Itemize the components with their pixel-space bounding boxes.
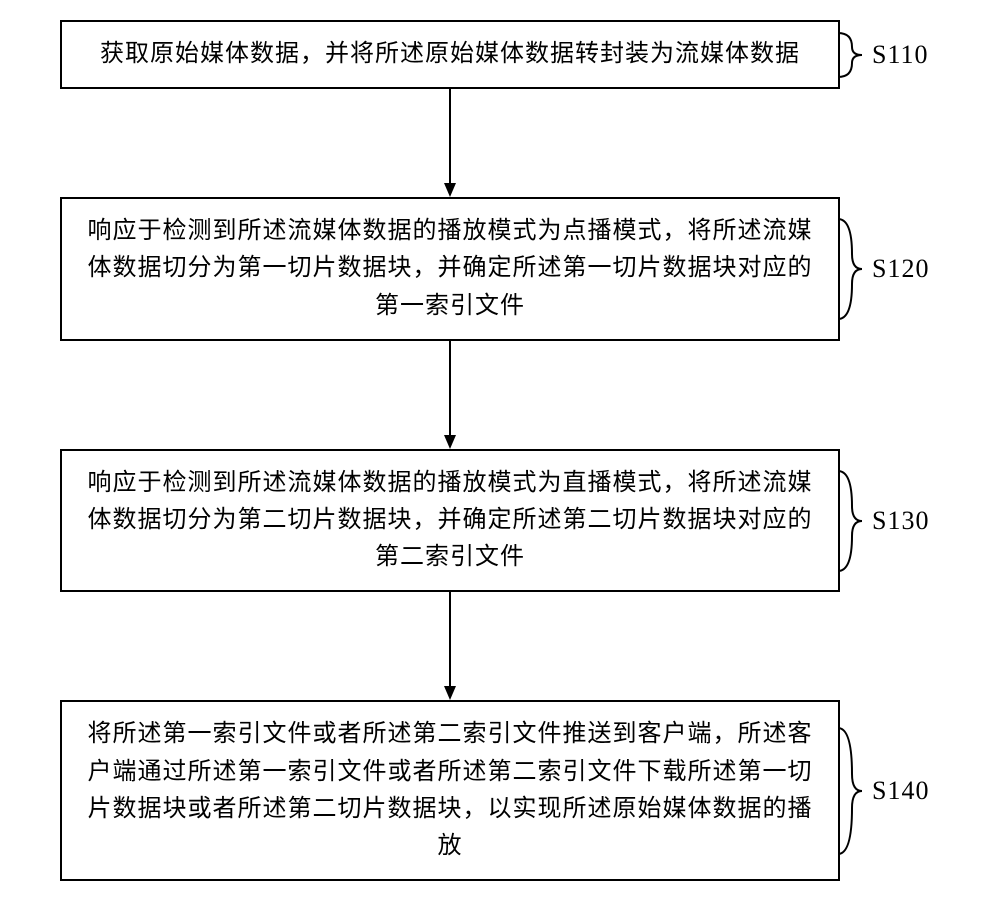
step-label: S140 xyxy=(872,776,929,806)
brace-icon xyxy=(838,716,872,866)
flow-box: 响应于检测到所述流媒体数据的播放模式为点播模式，将所述流媒体数据切分为第一切片数… xyxy=(60,197,840,341)
step-label-wrap: S140 xyxy=(838,716,929,866)
brace-icon xyxy=(838,209,872,329)
flow-connector xyxy=(60,592,940,700)
flow-step-s140: 将所述第一索引文件或者所述第二索引文件推送到客户端，所述客户端通过所述第一索引文… xyxy=(60,700,940,881)
flow-box: 获取原始媒体数据，并将所述原始媒体数据转封装为流媒体数据 xyxy=(60,20,840,89)
step-label-wrap: S130 xyxy=(838,461,929,581)
flow-box: 将所述第一索引文件或者所述第二索引文件推送到客户端，所述客户端通过所述第一索引文… xyxy=(60,700,840,881)
brace-icon xyxy=(838,25,872,85)
flow-box-text: 响应于检测到所述流媒体数据的播放模式为点播模式，将所述流媒体数据切分为第一切片数… xyxy=(86,213,814,325)
step-label: S130 xyxy=(872,506,929,536)
flow-box-text: 获取原始媒体数据，并将所述原始媒体数据转封装为流媒体数据 xyxy=(100,36,800,73)
step-label-wrap: S120 xyxy=(838,209,929,329)
flow-box: 响应于检测到所述流媒体数据的播放模式为直播模式，将所述流媒体数据切分为第二切片数… xyxy=(60,449,840,593)
flowchart-container: 获取原始媒体数据，并将所述原始媒体数据转封装为流媒体数据 S110 响应于检测到… xyxy=(60,20,940,881)
brace-icon xyxy=(838,461,872,581)
flow-step-s130: 响应于检测到所述流媒体数据的播放模式为直播模式，将所述流媒体数据切分为第二切片数… xyxy=(60,449,940,593)
flow-step-s110: 获取原始媒体数据，并将所述原始媒体数据转封装为流媒体数据 S110 xyxy=(60,20,940,89)
flow-box-text: 响应于检测到所述流媒体数据的播放模式为直播模式，将所述流媒体数据切分为第二切片数… xyxy=(86,465,814,577)
flow-connector xyxy=(60,89,940,197)
step-label-wrap: S110 xyxy=(838,25,929,85)
flow-connector xyxy=(60,341,940,449)
flow-step-s120: 响应于检测到所述流媒体数据的播放模式为点播模式，将所述流媒体数据切分为第一切片数… xyxy=(60,197,940,341)
step-label: S110 xyxy=(872,40,929,70)
step-label: S120 xyxy=(872,254,929,284)
flow-box-text: 将所述第一索引文件或者所述第二索引文件推送到客户端，所述客户端通过所述第一索引文… xyxy=(86,716,814,865)
